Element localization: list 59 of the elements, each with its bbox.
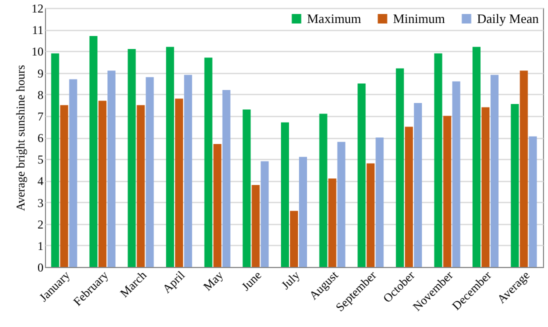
bar — [222, 90, 230, 267]
bar — [98, 100, 106, 267]
bar — [396, 68, 404, 267]
x-tick-label: July — [278, 268, 302, 292]
y-tick-label: 10 — [32, 44, 44, 59]
bar — [146, 77, 154, 267]
bar — [528, 136, 537, 267]
bar — [452, 81, 460, 267]
bar — [175, 98, 184, 267]
bar — [472, 46, 481, 267]
bar — [376, 138, 384, 267]
y-tick-label: 3 — [38, 196, 44, 210]
bar — [252, 184, 260, 267]
x-tick-label: June — [238, 268, 264, 294]
y-tick-label: 5 — [38, 152, 44, 167]
y-tick-label: 4 — [38, 174, 44, 188]
bar — [204, 58, 212, 267]
y-tick-label: 11 — [32, 23, 44, 38]
bar — [434, 53, 442, 267]
bar — [136, 105, 145, 267]
bar — [69, 79, 78, 267]
bar — [184, 74, 192, 267]
y-tick-label: 9 — [38, 66, 44, 80]
y-axis-title: Average bright sunshine hours — [14, 64, 28, 212]
bar — [60, 105, 68, 267]
bar — [128, 49, 136, 267]
legend-label: Minimum — [393, 10, 446, 26]
bar — [358, 84, 366, 267]
bar — [166, 46, 174, 267]
y-tick-label: 8 — [38, 88, 44, 102]
bar — [520, 70, 528, 267]
bar — [107, 70, 116, 267]
bar — [51, 53, 60, 267]
bar — [510, 104, 519, 267]
y-tick-label: 1 — [38, 238, 44, 253]
bar — [242, 109, 251, 267]
legend-label: Daily Mean — [477, 10, 540, 26]
y-tick-label: 12 — [32, 2, 44, 16]
bar — [213, 144, 222, 267]
bar — [482, 107, 490, 267]
bar — [404, 126, 413, 267]
bar — [290, 210, 298, 267]
bar — [299, 156, 308, 267]
bar — [366, 163, 375, 267]
y-tick-label: 0 — [38, 260, 44, 274]
bar — [337, 142, 346, 267]
legend-label: Maximum — [307, 10, 362, 26]
bar — [443, 116, 452, 267]
x-tick-label: May — [200, 268, 226, 294]
bar — [490, 74, 499, 267]
bar — [328, 178, 336, 267]
bar — [414, 102, 422, 267]
bar — [280, 122, 289, 267]
y-tick-label: 7 — [38, 109, 44, 124]
bar — [319, 114, 328, 267]
bar — [260, 161, 269, 267]
bar — [89, 36, 98, 267]
y-tick-label: 6 — [38, 131, 44, 145]
y-tick-label: 2 — [38, 217, 44, 232]
